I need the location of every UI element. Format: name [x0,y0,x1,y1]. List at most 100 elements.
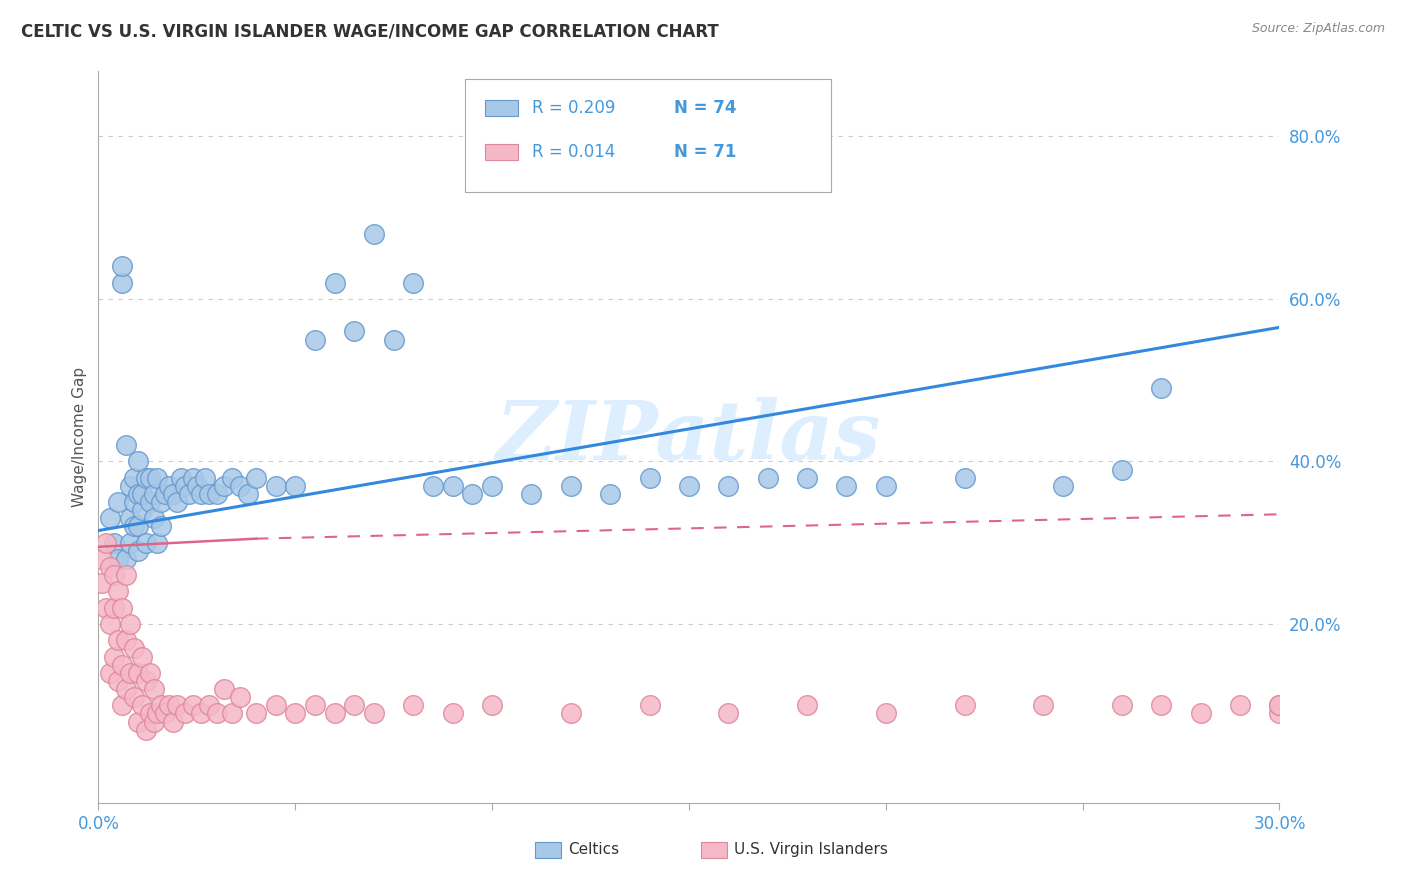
Point [245,706,267,721]
Point [150,698,173,713]
FancyBboxPatch shape [485,100,519,116]
Point [96,535,118,549]
Point [1032,698,1054,713]
Point [1111,462,1133,476]
Point [138,665,160,680]
Point [135,723,157,737]
Point [135,673,157,688]
Y-axis label: Wage/Income Gap: Wage/Income Gap [72,367,87,508]
FancyBboxPatch shape [700,841,727,858]
Point [146,535,169,549]
Point [115,438,138,452]
Point [115,568,138,582]
Point [107,552,129,566]
Point [835,479,858,493]
Point [118,511,141,525]
Point [127,665,149,680]
Point [174,479,197,493]
Point [157,698,180,713]
Point [481,479,503,493]
Text: CELTIC VS U.S. VIRGIN ISLANDER WAGE/INCOME GAP CORRELATION CHART: CELTIC VS U.S. VIRGIN ISLANDER WAGE/INCO… [21,22,718,40]
Point [796,471,818,485]
Point [197,487,219,501]
Text: N = 71: N = 71 [673,143,735,161]
Point [205,487,228,501]
Point [107,673,129,688]
Point [91,576,114,591]
Point [229,479,252,493]
Point [138,495,160,509]
Point [122,471,145,485]
Point [91,552,114,566]
Point [323,706,346,721]
Point [717,706,740,721]
Point [127,544,149,558]
Point [1268,706,1291,721]
Point [236,487,259,501]
Point [186,479,208,493]
Point [122,519,145,533]
Point [441,706,464,721]
Text: Celtics: Celtics [568,842,620,857]
Point [98,617,121,632]
Point [194,471,217,485]
Point [382,333,405,347]
Point [402,698,425,713]
Point [150,519,173,533]
Point [177,487,200,501]
Point [115,552,138,566]
Point [190,706,212,721]
Point [107,584,129,599]
Point [1189,706,1212,721]
Point [103,535,125,549]
Point [98,665,121,680]
Text: U.S. Virgin Islanders: U.S. Virgin Islanders [734,842,887,857]
Point [155,487,177,501]
Point [142,511,165,525]
FancyBboxPatch shape [536,841,561,858]
Point [756,471,779,485]
Point [481,698,503,713]
Point [166,698,188,713]
Point [138,471,160,485]
Point [284,706,307,721]
Point [1150,381,1173,395]
Point [111,657,134,672]
Text: Source: ZipAtlas.com: Source: ZipAtlas.com [1251,22,1385,36]
Point [221,706,243,721]
Point [638,698,661,713]
Point [1268,698,1291,713]
Point [138,706,160,721]
Point [131,649,153,664]
Point [166,495,188,509]
Point [103,649,125,664]
Point [953,471,976,485]
Point [304,698,326,713]
Point [264,479,287,493]
Point [205,706,228,721]
Point [131,503,153,517]
Text: ZIPatlas: ZIPatlas [496,397,882,477]
Point [98,560,121,574]
Text: N = 74: N = 74 [673,99,737,117]
Point [181,471,204,485]
Point [118,617,141,632]
Point [142,681,165,696]
Point [174,706,197,721]
Point [560,479,582,493]
Point [214,681,236,696]
Point [441,479,464,493]
Point [221,471,243,485]
Point [520,487,543,501]
Point [127,714,149,729]
Point [111,276,134,290]
Point [363,227,385,241]
Text: R = 0.209: R = 0.209 [531,99,616,117]
Point [343,325,366,339]
Point [127,487,149,501]
Point [146,706,169,721]
Point [953,698,976,713]
Point [122,641,145,656]
Point [111,698,134,713]
FancyBboxPatch shape [464,78,831,192]
